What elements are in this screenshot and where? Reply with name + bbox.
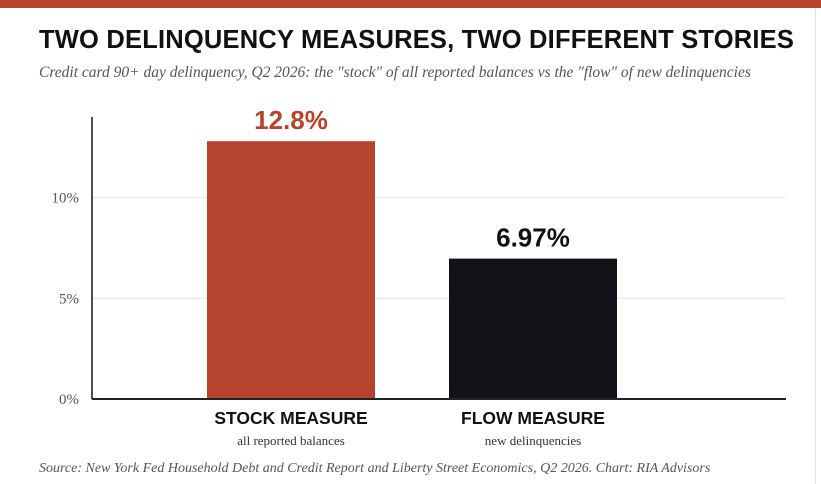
- data-label: 12.8%: [254, 105, 328, 135]
- data-label: 6.97%: [496, 223, 570, 253]
- chart-subtitle: Credit card 90+ day delinquency, Q2 2026…: [39, 64, 751, 81]
- category-label: FLOW MEASURE: [461, 408, 605, 428]
- top-accent-bar: [0, 0, 821, 8]
- category-label: STOCK MEASURE: [214, 408, 367, 428]
- y-tick-label: 0%: [59, 392, 79, 408]
- bar: [207, 141, 375, 399]
- y-tick-label: 5%: [59, 291, 79, 307]
- category-sublabel: all reported balances: [237, 433, 345, 448]
- category-sublabel: new delinquencies: [485, 433, 581, 448]
- right-divider: [815, 8, 816, 484]
- chart-source: Source: New York Fed Household Debt and …: [39, 461, 711, 476]
- chart-title: TWO DELINQUENCY MEASURES, TWO DIFFERENT …: [39, 26, 795, 54]
- bar: [449, 258, 617, 399]
- y-tick-label: 10%: [52, 191, 80, 207]
